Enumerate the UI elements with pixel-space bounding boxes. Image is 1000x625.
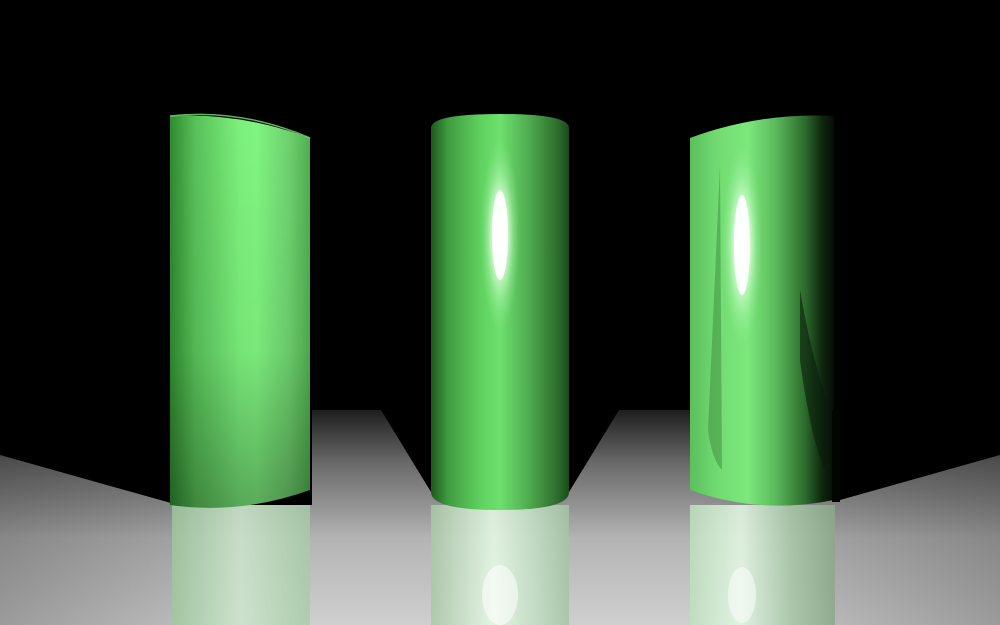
floor-reflections [172, 505, 835, 625]
cylinder-glossy [431, 114, 569, 510]
cylinder-reflection [172, 505, 310, 625]
cylinder-reflection [690, 505, 835, 625]
cylinder-reflective [690, 115, 840, 506]
cylinder-matte [169, 113, 311, 508]
